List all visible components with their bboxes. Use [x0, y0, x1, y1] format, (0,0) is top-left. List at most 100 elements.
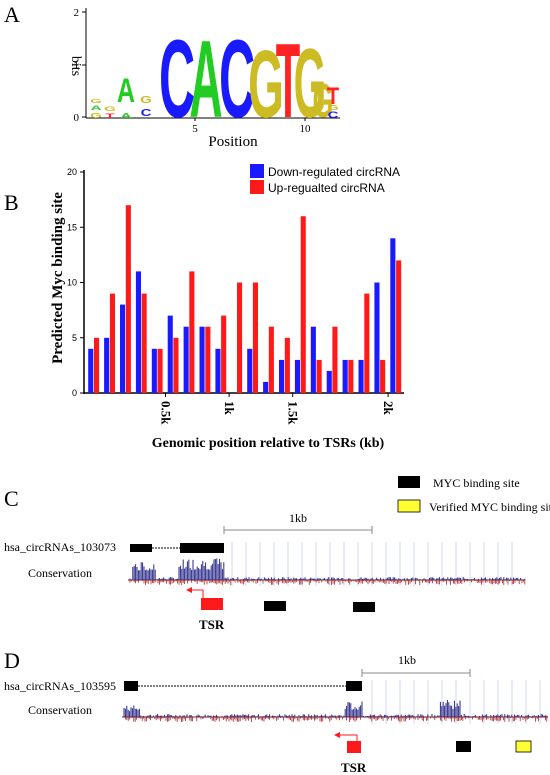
bar-up-regulated [157, 348, 163, 393]
logo-pos1-a: A [91, 105, 102, 111]
bar-up-regulated [316, 359, 322, 393]
bar-up-regulated [284, 337, 290, 394]
bar-up-regulated [109, 293, 115, 393]
logo-motif-c1: C [159, 19, 195, 141]
logo-pos12-c: C [328, 110, 339, 120]
bar-down-regulated [294, 359, 300, 393]
bar-up-regulated [252, 282, 258, 393]
bar-up-regulated [237, 282, 243, 393]
legend-swatch-down [250, 164, 264, 178]
bar-up-regulated [300, 216, 306, 393]
chart-xlabel: Genomic position relative to TSRs (kb) [152, 436, 385, 451]
chart-xtick-label: 1.5k [286, 401, 301, 425]
logo-motif-t: T [276, 20, 300, 139]
logo-pos12-g: G [327, 103, 339, 112]
panel-d-letter: D [4, 648, 20, 673]
logo-pos4-c: C [141, 106, 152, 118]
panel-b-letter: B [4, 190, 19, 215]
bar-up-regulated [268, 326, 274, 393]
bar-down-regulated [167, 315, 173, 393]
legend-verified-swatch [397, 499, 421, 513]
bar-down-regulated [215, 348, 221, 393]
bar-down-regulated [120, 304, 126, 393]
c-track-name: hsa_circRNAs_103073 [4, 540, 116, 554]
chart-xtick-label: 0.5k [159, 401, 174, 425]
bar-down-regulated [358, 359, 364, 393]
bar-down-regulated [199, 326, 205, 393]
chart-ytick-label: 15 [67, 222, 77, 232]
chart-x-ticks: 0.5k 1k 1.5k 2k [159, 393, 396, 425]
chart-bars [88, 205, 402, 394]
d-scale-label: 1kb [398, 653, 416, 667]
bar-down-regulated [326, 370, 332, 393]
panel-a-letter: A [4, 2, 20, 27]
legend-myc-label: MYC binding site [433, 476, 520, 490]
d-conservation-track [123, 700, 548, 722]
panel-c-letter: C [4, 486, 19, 511]
logo-xtick-5: 5 [192, 123, 198, 135]
logo-ytick-1: 1 [74, 60, 80, 72]
chart-y-ticks: 0 5 10 15 20 [67, 167, 84, 398]
bar-up-regulated [141, 293, 147, 393]
chart-ytick-label: 0 [72, 388, 77, 398]
bar-up-regulated [348, 359, 354, 393]
logo-pos4-g: G [140, 93, 152, 105]
logo-motif-g1: G [248, 30, 284, 137]
logo-xtick-10: 10 [300, 123, 312, 135]
c-conservation-track [129, 558, 526, 585]
logo-pos2-t: T [105, 113, 114, 119]
c-track-grid [231, 542, 513, 586]
logo-pos1-g: G [90, 111, 102, 120]
logo-pos3-a: A [121, 111, 132, 120]
bar-up-regulated [380, 359, 386, 393]
chart-ytick-label: 20 [67, 167, 77, 177]
c-tsr-label: TSR [199, 617, 225, 632]
legend-myc-swatch [398, 476, 420, 488]
chart-xtick-label: 1k [222, 401, 237, 416]
logo-motif-c2: C [219, 19, 255, 141]
logo-motif-g2: G [294, 29, 327, 138]
panel-b: B Predicted Myc binding site 0 5 10 15 20 0.… [4, 164, 404, 451]
bar-down-regulated [342, 359, 348, 393]
bar-down-regulated [310, 326, 316, 393]
bar-down-regulated [88, 348, 94, 393]
d-tsr-box [347, 741, 361, 753]
bar-up-regulated [205, 326, 211, 393]
bar-up-regulated [189, 271, 195, 393]
bar-down-regulated [151, 348, 157, 393]
legend-verified-label: Verified MYC binding site [429, 500, 550, 514]
chart-xtick-label: 2k [381, 401, 396, 416]
bar-up-regulated [94, 337, 100, 394]
logo-pos3-a2: A [117, 72, 135, 110]
bar-down-regulated [279, 359, 285, 393]
bar-down-regulated [263, 381, 269, 393]
logo-pos11-g: G [312, 75, 333, 128]
bar-down-regulated [135, 271, 141, 393]
bar-down-regulated [374, 282, 380, 393]
legend-label-down: Down-regulated circRNA [268, 165, 400, 179]
chart-ytick-label: 5 [72, 333, 77, 343]
logo-xlabel: Position [208, 134, 258, 150]
logo-pos2-g: G [104, 105, 116, 113]
bar-up-regulated [221, 315, 227, 393]
logo-pos1-g2: G [90, 99, 102, 105]
d-track-name: hsa_circRNAs_103595 [4, 679, 116, 693]
bar-up-regulated [396, 260, 402, 393]
bar-down-regulated [390, 238, 396, 393]
logo-ytick-2: 2 [74, 7, 80, 19]
legend-label-up: Up-regualted circRNA [268, 181, 385, 195]
panel-a: A bits 2 1 0 G A G T G A A C G C A C G T… [4, 2, 340, 150]
bar-down-regulated [247, 348, 253, 393]
c-scale-label: 1kb [289, 511, 307, 525]
bar-down-regulated [104, 337, 110, 394]
c-myc-site [353, 602, 375, 612]
bar-up-regulated [173, 337, 179, 394]
panel-d: D 1kb hsa_circRNAs_103595 Conservation T… [4, 648, 548, 775]
bar-up-regulated [364, 293, 370, 393]
d-conservation-label: Conservation [28, 703, 92, 717]
chart-ytick-label: 10 [67, 278, 77, 288]
c-conservation-label: Conservation [28, 566, 92, 580]
d-verified-myc-site [515, 740, 532, 753]
logo-ylabel: bits [68, 56, 83, 76]
c-tsr-box [201, 598, 223, 610]
